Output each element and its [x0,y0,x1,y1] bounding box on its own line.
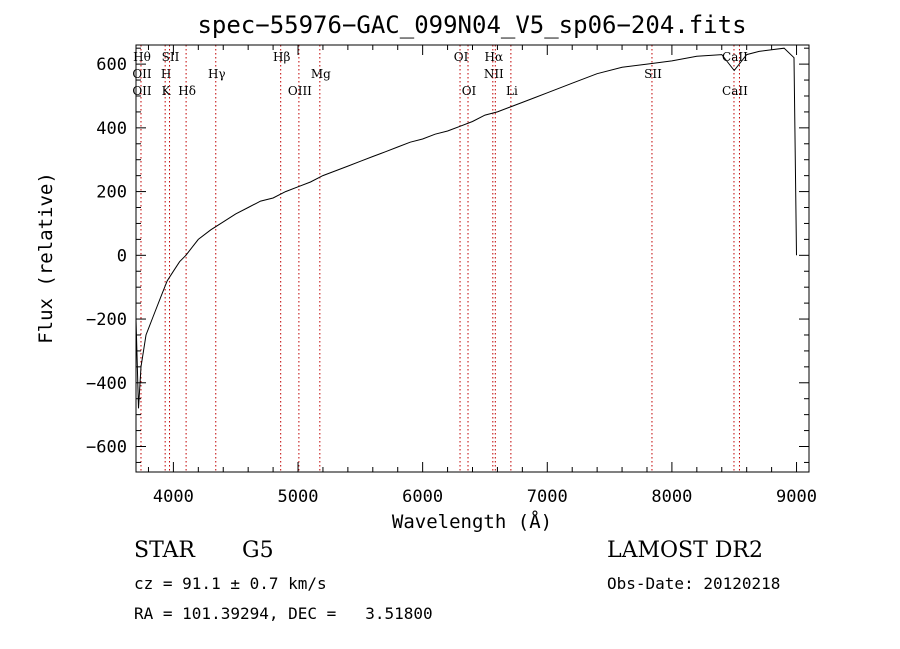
x-tick-label: 5000 [278,487,319,507]
spectral-line-label: H [161,67,171,81]
spectral-line-label: OIII [288,84,312,98]
spectral-line-label: CaII [722,84,748,98]
y-axis-label: Flux (relative) [35,172,57,344]
coordinates: RA = 101.39294, DEC = 3.51800 [134,604,433,623]
spectral-line-label: K [162,84,172,98]
spectrum-series [135,47,797,409]
object-class: STAR [134,538,195,563]
spectral-line-label: Hα [485,50,504,64]
x-axis-label: Wavelength (Å) [392,510,552,533]
spectral-line-label: OI [454,50,469,64]
spectral-line-label: OII [132,67,152,81]
y-tick-label: 200 [96,183,127,203]
x-tick-label: 8000 [651,487,692,507]
spectral-line-label: Hβ [273,50,290,64]
redshift-velocity: cz = 91.1 ± 0.7 km/s [134,574,327,593]
axes: 4000 5000 6000 7000 8000 9000 −600 −400 −200 0 200… [86,45,817,507]
spectral-line-label: Hδ [178,84,196,98]
spectral-line-label: Mg [311,67,331,81]
x-tick-label: 7000 [527,487,568,507]
spectral-line-label: OII [132,84,152,98]
observation-date: Obs-Date: 20120218 [607,574,781,593]
y-tick-label: 400 [96,119,127,139]
spectral-line-label: SII [162,50,180,64]
y-tick-label: −600 [86,438,127,458]
y-tick-label: 600 [96,55,127,75]
spectral-line-label: OI [462,84,477,98]
x-tick-label: 4000 [153,487,194,507]
plot-frame [135,44,810,473]
survey-name: LAMOST DR2 [607,538,763,563]
spectrum-line-0 [135,47,797,409]
spectral-line-label: SII [644,67,662,81]
y-tick-label: 0 [117,246,127,266]
spectral-line-label: Hθ [133,50,151,64]
x-tick-label: 9000 [776,487,817,507]
y-tick-label: −400 [86,374,127,394]
spectral-line-label: Li [506,84,518,98]
x-tick-label: 6000 [402,487,443,507]
chart-title: spec−55976−GAC_099N04_V5_sp06−204.fits [197,11,746,39]
y-tick-label: −200 [86,310,127,330]
spectral-line-label: Hγ [208,67,226,81]
spectral-line-label: NII [484,67,504,81]
object-subclass: G5 [242,538,274,563]
